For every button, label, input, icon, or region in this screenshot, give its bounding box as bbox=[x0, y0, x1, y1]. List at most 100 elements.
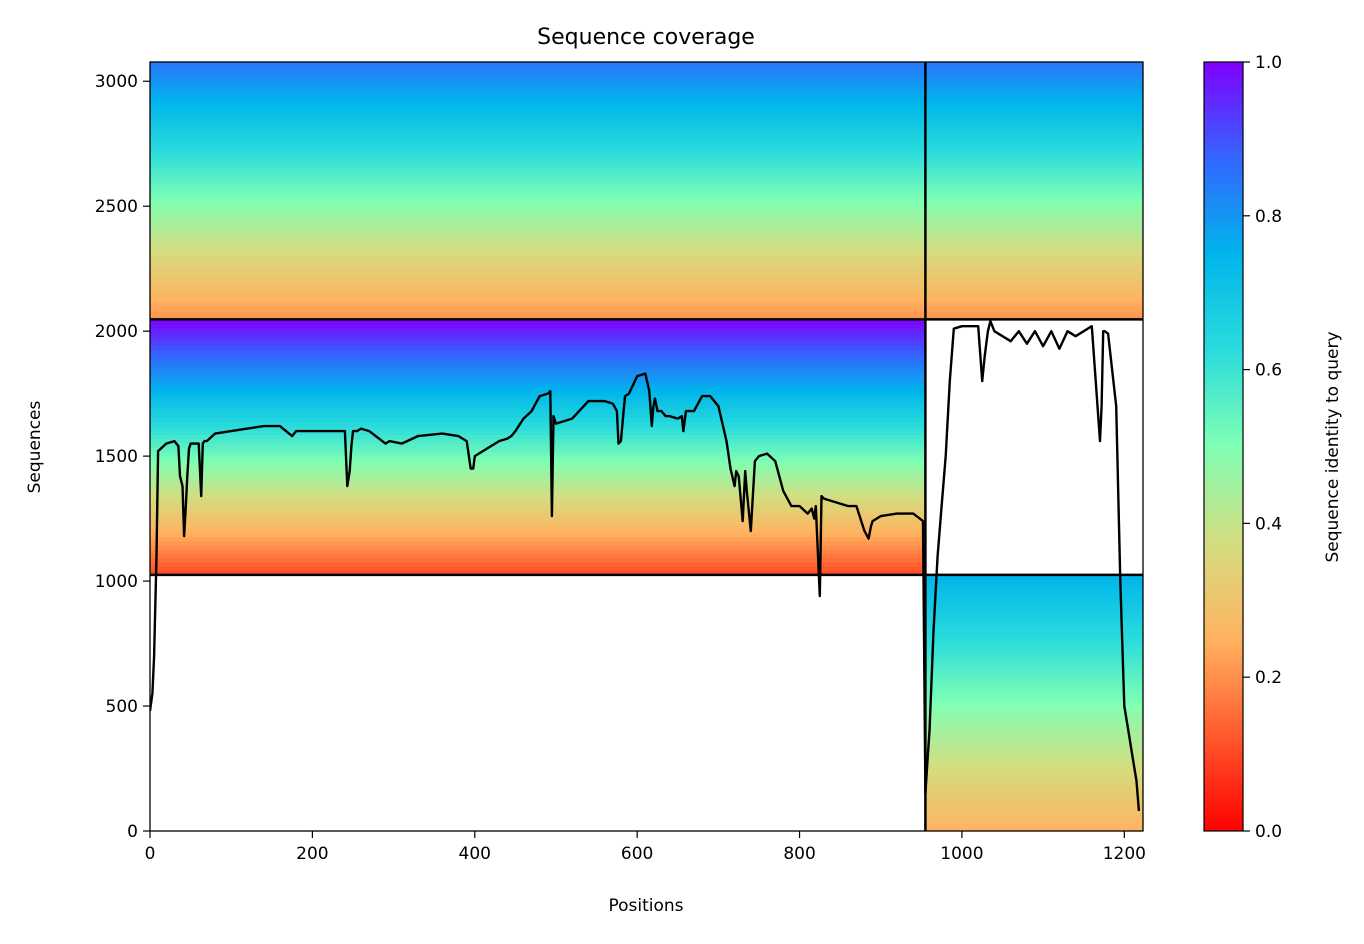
heatmap-band bbox=[925, 702, 1143, 708]
heatmap-band bbox=[150, 199, 1143, 205]
heatmap-band bbox=[925, 681, 1143, 687]
heatmap-band bbox=[925, 775, 1143, 781]
heatmap-band bbox=[150, 216, 1143, 222]
heatmap-band bbox=[150, 194, 1143, 200]
heatmap-band bbox=[150, 70, 1143, 76]
heatmap-band bbox=[150, 455, 926, 461]
colorbar-tick-label: 0.8 bbox=[1255, 207, 1282, 227]
heatmap-band bbox=[925, 754, 1143, 760]
y-tick-label: 0 bbox=[127, 822, 138, 842]
heatmap-band bbox=[150, 481, 926, 487]
heatmap-band bbox=[925, 745, 1143, 751]
heatmap-band bbox=[925, 668, 1143, 674]
heatmap-band bbox=[150, 250, 1143, 256]
y-axis-label: Sequences bbox=[25, 401, 45, 494]
heatmap-band bbox=[925, 651, 1143, 657]
heatmap-band bbox=[925, 728, 1143, 734]
heatmap-band bbox=[150, 156, 1143, 162]
colorbar-tick-label: 0.0 bbox=[1255, 822, 1282, 842]
heatmap-band bbox=[925, 711, 1143, 717]
heatmap-band bbox=[925, 779, 1143, 785]
heatmap-band bbox=[150, 83, 1143, 89]
heatmap-band bbox=[150, 502, 926, 508]
heatmap-band bbox=[150, 203, 1143, 209]
heatmap-band bbox=[150, 280, 1143, 286]
heatmap-band bbox=[150, 66, 1143, 72]
x-tick-label: 1000 bbox=[940, 844, 983, 864]
heatmap-band bbox=[150, 327, 926, 333]
heatmap-band bbox=[150, 523, 926, 529]
heatmap-band bbox=[150, 349, 926, 355]
heatmap-band bbox=[925, 724, 1143, 730]
heatmap-band bbox=[925, 822, 1143, 828]
heatmap-band bbox=[150, 434, 926, 440]
heatmap-band bbox=[150, 417, 926, 423]
heatmap-band bbox=[150, 421, 926, 427]
heatmap-block bbox=[150, 62, 1143, 321]
heatmap-band bbox=[150, 126, 1143, 132]
coverage-line bbox=[150, 320, 1141, 812]
heatmap-band bbox=[150, 553, 926, 559]
heatmap-band bbox=[150, 540, 926, 546]
heatmap-band bbox=[150, 545, 926, 550]
heatmap-band bbox=[925, 587, 1143, 593]
heatmap-band bbox=[150, 212, 1143, 218]
x-tick-label: 200 bbox=[296, 844, 328, 864]
heatmap-band bbox=[150, 383, 926, 389]
heatmap-band bbox=[150, 225, 1143, 230]
heatmap-band bbox=[150, 519, 926, 525]
heatmap-band bbox=[150, 92, 1143, 97]
heatmap-band bbox=[150, 190, 1143, 196]
heatmap-band bbox=[150, 361, 926, 367]
heatmap-band bbox=[150, 344, 926, 350]
heatmap-band bbox=[150, 177, 1143, 183]
heatmap-band bbox=[925, 630, 1143, 636]
heatmap-band bbox=[150, 570, 926, 576]
heatmap-band bbox=[925, 660, 1143, 666]
heatmap-band bbox=[925, 766, 1143, 772]
heatmap-band bbox=[150, 549, 926, 555]
coverage-line-layer bbox=[150, 320, 1141, 812]
coverage-heatmap bbox=[150, 62, 1143, 831]
heatmap-band bbox=[150, 515, 926, 521]
heatmap-band bbox=[150, 306, 1143, 312]
x-tick-label: 0 bbox=[145, 844, 156, 864]
heatmap-band bbox=[925, 698, 1143, 704]
heatmap-band bbox=[150, 336, 926, 342]
colorbar-tick-label: 1.0 bbox=[1255, 53, 1282, 73]
heatmap-band bbox=[925, 792, 1143, 798]
heatmap-band bbox=[925, 591, 1143, 597]
heatmap-band bbox=[925, 600, 1143, 606]
heatmap-band bbox=[150, 408, 926, 414]
heatmap-band bbox=[150, 143, 1143, 149]
heatmap-band bbox=[150, 242, 1143, 248]
heatmap-band bbox=[925, 638, 1143, 644]
heatmap-band bbox=[150, 237, 1143, 243]
heatmap-band bbox=[150, 96, 1143, 102]
heatmap-band bbox=[150, 246, 1143, 252]
heatmap-band bbox=[150, 233, 1143, 239]
heatmap-band bbox=[150, 391, 926, 397]
heatmap-band bbox=[150, 229, 1143, 235]
heatmap-band bbox=[925, 784, 1143, 789]
heatmap-band bbox=[925, 574, 1143, 580]
heatmap-band bbox=[150, 272, 1143, 278]
heatmap-band bbox=[150, 267, 1143, 273]
heatmap-band bbox=[150, 186, 1143, 192]
heatmap-band bbox=[150, 557, 926, 563]
heatmap-band bbox=[150, 147, 1143, 153]
heatmap-band bbox=[150, 366, 926, 372]
heatmap-block bbox=[925, 574, 1143, 831]
heatmap-band bbox=[925, 685, 1143, 691]
heatmap-band bbox=[150, 493, 926, 499]
heatmap-band bbox=[925, 715, 1143, 721]
heatmap-band bbox=[150, 528, 926, 533]
heatmap-band bbox=[150, 451, 926, 457]
heatmap-band bbox=[150, 289, 1143, 295]
heatmap-band bbox=[150, 370, 926, 376]
heatmap-band bbox=[150, 87, 1143, 93]
y-tick-label: 2000 bbox=[95, 322, 138, 342]
heatmap-band bbox=[925, 719, 1143, 725]
